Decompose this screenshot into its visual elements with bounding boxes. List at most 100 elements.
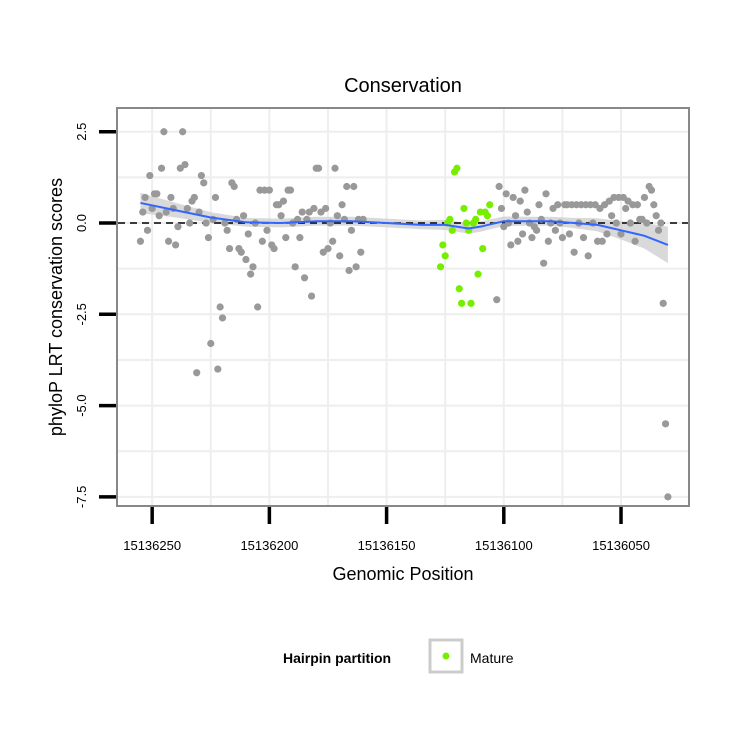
x-tick-label: 15136050 (592, 538, 650, 553)
data-point (237, 248, 245, 256)
legend: Hairpin partition Mature (283, 638, 514, 674)
data-point (535, 201, 543, 209)
data-point (143, 226, 152, 234)
mature-point (467, 299, 475, 307)
legend-label-mature: Mature (470, 650, 514, 666)
data-point (298, 208, 306, 216)
mature-point (460, 204, 468, 213)
data-point (523, 208, 531, 216)
data-point (179, 128, 187, 136)
data-point (598, 237, 606, 245)
data-point (495, 182, 503, 191)
y-tick-label: 0.0 (74, 214, 89, 232)
data-point (181, 160, 189, 169)
data-point (551, 226, 559, 234)
data-point (633, 201, 642, 209)
mature-point (458, 299, 466, 307)
data-point (249, 263, 257, 271)
data-point (291, 263, 299, 271)
data-point (160, 128, 168, 136)
data-point (207, 339, 215, 348)
data-point (521, 186, 529, 194)
data-point (258, 237, 266, 245)
data-point (554, 201, 562, 209)
data-point (197, 171, 205, 180)
data-point (640, 193, 649, 202)
data-point (579, 234, 588, 242)
data-point (514, 237, 522, 245)
x-tick-label: 15136150 (358, 538, 416, 553)
data-point (643, 219, 651, 227)
data-point (333, 212, 341, 220)
y-axis: 2.5 0.0 -2.5 -5.0 -7.5 (74, 123, 116, 508)
data-point (540, 259, 548, 267)
data-point (622, 204, 630, 213)
data-point (322, 204, 330, 213)
mature-point (453, 164, 461, 172)
data-point (511, 212, 520, 220)
legend-dot-mature (442, 652, 450, 660)
data-point (570, 248, 578, 256)
data-point (216, 303, 224, 311)
data-point (647, 186, 656, 194)
data-point (343, 182, 351, 191)
data-point (502, 190, 510, 198)
data-point (223, 226, 231, 234)
data-point (528, 234, 536, 242)
data-point (654, 226, 663, 234)
mature-point (472, 215, 480, 223)
y-tick-label: -2.5 (74, 303, 89, 325)
data-point (518, 230, 527, 238)
data-point (263, 226, 271, 234)
data-point (193, 369, 201, 377)
y-axis-title: phyloP LRT conservation scores (46, 178, 66, 436)
data-point (324, 244, 332, 253)
data-point (310, 204, 318, 213)
data-point (315, 164, 323, 172)
data-point (239, 212, 248, 220)
mature-point (455, 285, 463, 293)
data-point (183, 204, 191, 213)
confidence-ribbon-layer (140, 192, 668, 264)
data-point (544, 237, 552, 245)
data-point (242, 255, 250, 264)
mature-point (441, 252, 449, 260)
y-tick-label: 2.5 (74, 123, 89, 141)
plot-panel (116, 107, 690, 507)
data-point (254, 303, 262, 311)
data-point (153, 190, 161, 198)
data-point (167, 193, 175, 202)
data-point (172, 241, 180, 249)
data-point (164, 237, 173, 245)
data-point (507, 241, 515, 249)
data-point (612, 219, 620, 227)
mature-point (462, 219, 470, 227)
mature-point (439, 241, 447, 249)
data-point (652, 212, 660, 220)
points-layer (136, 128, 672, 501)
data-point (661, 420, 670, 428)
data-point (497, 204, 506, 213)
smooth-line-layer (140, 201, 669, 246)
data-point (338, 201, 346, 209)
mature-point (486, 201, 494, 209)
data-point (270, 244, 278, 253)
data-point (174, 223, 182, 231)
data-point (350, 182, 358, 191)
data-point (664, 493, 672, 501)
data-point (608, 212, 616, 220)
data-point (603, 230, 611, 238)
mature-point (448, 226, 456, 234)
data-point (244, 230, 252, 238)
data-point (329, 237, 337, 245)
data-point (139, 208, 147, 216)
data-point (542, 190, 550, 198)
data-point (141, 193, 149, 202)
data-point (247, 270, 255, 278)
data-point (331, 164, 339, 172)
y-tick-label: -7.5 (74, 486, 89, 508)
mature-point (436, 263, 445, 271)
mature-point (483, 212, 491, 220)
data-point (186, 219, 194, 227)
confidence-ribbon (140, 192, 668, 264)
